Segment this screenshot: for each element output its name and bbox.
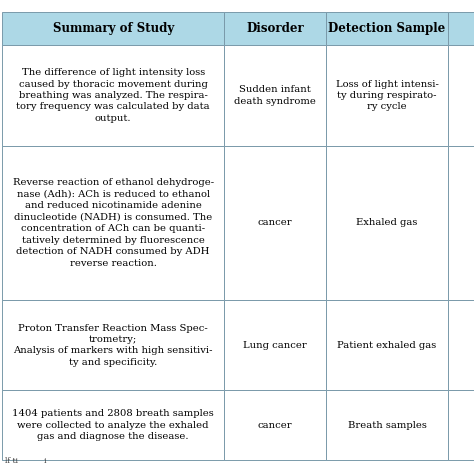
Bar (2, 146, 224, 300)
Text: Proton Transfer Reaction Mass Spec-
trometry;
Analysis of markers with high sens: Proton Transfer Reaction Mass Spec- trom… (13, 324, 213, 367)
Text: cancer: cancer (258, 420, 292, 429)
Bar (224, 300, 326, 390)
Bar (224, 12, 326, 46)
Text: cancer: cancer (258, 219, 292, 228)
Text: Exhaled gas: Exhaled gas (356, 219, 418, 228)
Text: Reverse reaction of ethanol dehydroge-
nase (Adh): ACh is reduced to ethanol
and: Reverse reaction of ethanol dehydroge- n… (13, 178, 214, 267)
Bar (448, 146, 474, 300)
Bar (326, 12, 448, 46)
Bar (224, 146, 326, 300)
Bar (448, 300, 474, 390)
Text: The difference of light intensity loss
caused by thoracic movement during
breath: The difference of light intensity loss c… (16, 68, 210, 123)
Bar (448, 390, 474, 460)
Text: Breath samples: Breath samples (347, 420, 427, 429)
Bar (326, 46, 448, 146)
Text: Detection Sample: Detection Sample (328, 22, 446, 35)
Bar (2, 300, 224, 390)
Text: Summary of Study: Summary of Study (53, 22, 174, 35)
Bar (326, 300, 448, 390)
Text: Patient exhaled gas: Patient exhaled gas (337, 341, 437, 350)
Bar (2, 12, 224, 46)
Text: Disorder: Disorder (246, 22, 304, 35)
Text: Lung cancer: Lung cancer (243, 341, 307, 350)
Bar (326, 390, 448, 460)
Text: 1404 patients and 2808 breath samples
were collected to analyze the exhaled
gas : 1404 patients and 2808 breath samples we… (12, 409, 214, 441)
Bar (224, 46, 326, 146)
Bar (2, 390, 224, 460)
Text: lf ti           i: lf ti i (5, 457, 46, 465)
Bar (448, 12, 474, 46)
Bar (326, 146, 448, 300)
Text: Loss of light intensi-
ty during respirato-
ry cycle: Loss of light intensi- ty during respira… (336, 80, 438, 111)
Text: Sudden infant
death syndrome: Sudden infant death syndrome (234, 85, 316, 106)
Bar (448, 46, 474, 146)
Bar (224, 390, 326, 460)
Bar (2, 46, 224, 146)
